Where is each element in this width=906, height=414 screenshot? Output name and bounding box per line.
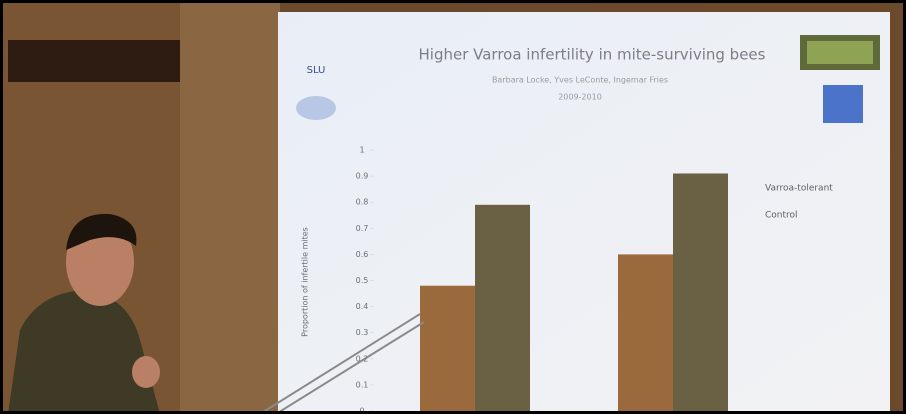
legend-label: Varroa-tolerant [765, 184, 833, 194]
chart-title: Higher Varroa infertility in mite-surviv… [419, 46, 766, 64]
y-tick-label: 0.9 [356, 172, 369, 181]
y-tick-label: 0.1 [356, 380, 369, 389]
y-tick-label: 0.5 [356, 276, 369, 285]
dark-beam [8, 40, 180, 82]
logo-text: SLU [307, 65, 326, 76]
logo-oval [296, 96, 336, 120]
legend-label: Control [765, 211, 798, 221]
door [180, 3, 280, 411]
y-tick-label: 0.6 [356, 250, 369, 259]
chart-date: 2009-2010 [558, 93, 602, 102]
page: {"chart_data": {"type": "bar", "title": … [0, 0, 906, 414]
hand [132, 356, 160, 388]
logo-cube [823, 85, 863, 123]
bar [420, 286, 475, 411]
y-tick-label: 0.4 [356, 302, 369, 311]
y-tick-label: 0.7 [356, 224, 369, 233]
logo-inner [807, 41, 873, 64]
projection-screen [278, 12, 890, 412]
bar [673, 173, 728, 411]
bar [618, 254, 673, 411]
y-tick-label: 0.3 [356, 328, 369, 337]
y-tick-label: 1 [359, 146, 364, 155]
y-tick-label: 0.8 [356, 198, 369, 207]
photo: SLU Higher Varroa infertility in mite-su… [0, 0, 906, 414]
chart-subtitle: Barbara Locke, Yves LeConte, Ingemar Fri… [492, 76, 668, 85]
y-axis-label: Proportion of infertile mites [301, 227, 310, 337]
bar [475, 205, 530, 411]
